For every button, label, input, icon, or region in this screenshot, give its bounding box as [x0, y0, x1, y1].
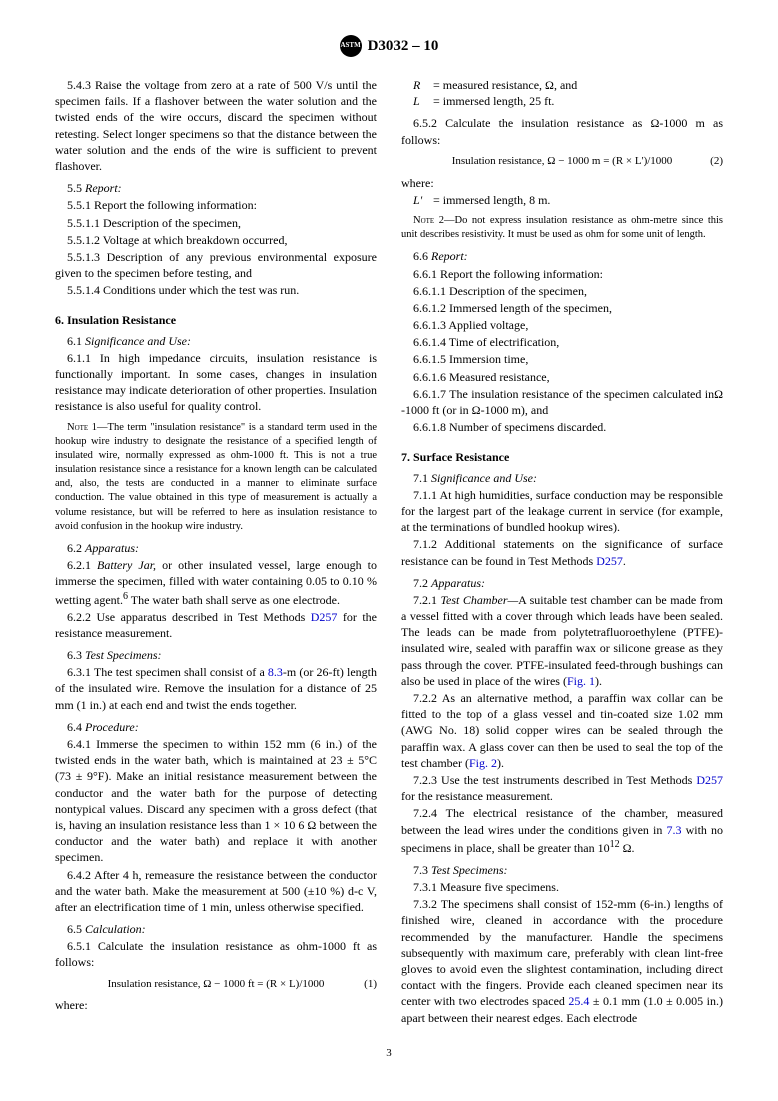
para-7-1-1: 7.1.1 At high humidities, surface conduc…	[401, 487, 723, 536]
para-6-3: 6.3 Test Specimens:	[55, 647, 377, 663]
astm-logo-icon: ASTM	[340, 35, 362, 57]
para-5-5: 5.5 Report:	[55, 180, 377, 196]
para-5-5-1-3: 5.5.1.3 Description of any previous envi…	[55, 249, 377, 281]
para-6-6-1-6: 6.6.1.6 Measured resistance,	[401, 369, 723, 385]
para-6-2-1: 6.2.1 Battery Jar, or other insulated ve…	[55, 557, 377, 608]
para-6-6-1-7: 6.6.1.7 The insulation resistance of the…	[401, 386, 723, 418]
link-d257-1[interactable]: D257	[311, 610, 338, 624]
page-number: 3	[55, 1046, 723, 1061]
para-6-4-1: 6.4.1 Immerse the specimen to within 152…	[55, 736, 377, 866]
para-7-2-1: 7.2.1 Test Chamber—A suitable test chamb…	[401, 592, 723, 689]
para-6-1: 6.1 Significance and Use:	[55, 333, 377, 349]
para-5-5-1: 5.5.1 Report the following information:	[55, 197, 377, 213]
para-7-1: 7.1 Significance and Use:	[401, 470, 723, 486]
para-6-6-1-2: 6.6.1.2 Immersed length of the specimen,	[401, 300, 723, 316]
para-7-2-4: 7.2.4 The electrical resistance of the c…	[401, 805, 723, 856]
heading-6: 6. Insulation Resistance	[55, 312, 377, 328]
para-6-6-1-5: 6.6.1.5 Immersion time,	[401, 351, 723, 367]
content-columns: 5.4.3 Raise the voltage from zero at a r…	[55, 77, 723, 1026]
para-6-6-1-4: 6.6.1.4 Time of electrification,	[401, 334, 723, 350]
para-6-5: 6.5 Calculation:	[55, 921, 377, 937]
para-5-5-1-2: 5.5.1.2 Voltage at which breakdown occur…	[55, 232, 377, 248]
para-6-6-1-1: 6.6.1.1 Description of the specimen,	[401, 283, 723, 299]
para-7-1-2: 7.1.2 Additional statements on the signi…	[401, 536, 723, 568]
para-6-4-2: 6.4.2 After 4 h, remeasure the resistanc…	[55, 867, 377, 916]
para-6-6-1-8: 6.6.1.8 Number of specimens discarded.	[401, 419, 723, 435]
para-6-6: 6.6 Report:	[401, 248, 723, 264]
para-5-5-1-4: 5.5.1.4 Conditions under which the test …	[55, 282, 377, 298]
para-7-3: 7.3 Test Specimens:	[401, 862, 723, 878]
para-7-2-2: 7.2.2 As an alternative method, a paraff…	[401, 690, 723, 771]
para-6-6-1-3: 6.6.1.3 Applied voltage,	[401, 317, 723, 333]
link-fig-1[interactable]: Fig. 1	[567, 674, 595, 688]
para-6-2-2: 6.2.2 Use apparatus described in Test Me…	[55, 609, 377, 641]
equation-1: Insulation resistance, Ω − 1000 ft = (R …	[55, 977, 377, 992]
page-header: ASTM D3032 – 10	[55, 35, 723, 57]
link-8-3[interactable]: 8.3	[268, 665, 283, 679]
designation-text: D3032 – 10	[368, 36, 439, 56]
where-1: where:	[55, 997, 377, 1013]
where-2-list: L'= immersed length, 8 m.	[413, 192, 723, 208]
para-6-6-1: 6.6.1 Report the following information:	[401, 266, 723, 282]
link-d257-3[interactable]: D257	[696, 773, 723, 787]
where-1-list: R= measured resistance, Ω, and L= immers…	[413, 77, 723, 109]
para-6-5-2: 6.5.2 Calculate the insulation resistanc…	[401, 115, 723, 147]
where-2: where:	[401, 175, 723, 191]
note-1: Note 1—The term "insulation resistance" …	[55, 421, 377, 534]
heading-7: 7. Surface Resistance	[401, 449, 723, 465]
para-6-5-1: 6.5.1 Calculate the insulation resistanc…	[55, 938, 377, 970]
para-6-1-1: 6.1.1 In high impedance circuits, insula…	[55, 350, 377, 415]
para-5-5-1-1: 5.5.1.1 Description of the specimen,	[55, 215, 377, 231]
para-5-4-3: 5.4.3 Raise the voltage from zero at a r…	[55, 77, 377, 174]
link-d257-2[interactable]: D257	[596, 554, 623, 568]
link-7-3[interactable]: 7.3	[666, 823, 681, 837]
link-fig-2[interactable]: Fig. 2	[469, 756, 497, 770]
para-7-3-1: 7.3.1 Measure five specimens.	[401, 879, 723, 895]
note-2: Note 2—Do not express insulation resista…	[401, 214, 723, 242]
para-6-4: 6.4 Procedure:	[55, 719, 377, 735]
para-6-3-1: 6.3.1 The test specimen shall consist of…	[55, 664, 377, 713]
para-7-2-3: 7.2.3 Use the test instruments described…	[401, 772, 723, 804]
link-25-4[interactable]: 25.4	[568, 994, 589, 1008]
equation-2: Insulation resistance, Ω − 1000 m = (R ×…	[401, 154, 723, 169]
para-7-2: 7.2 Apparatus:	[401, 575, 723, 591]
para-6-2: 6.2 Apparatus:	[55, 540, 377, 556]
para-7-3-2: 7.3.2 The specimens shall consist of 152…	[401, 896, 723, 1026]
